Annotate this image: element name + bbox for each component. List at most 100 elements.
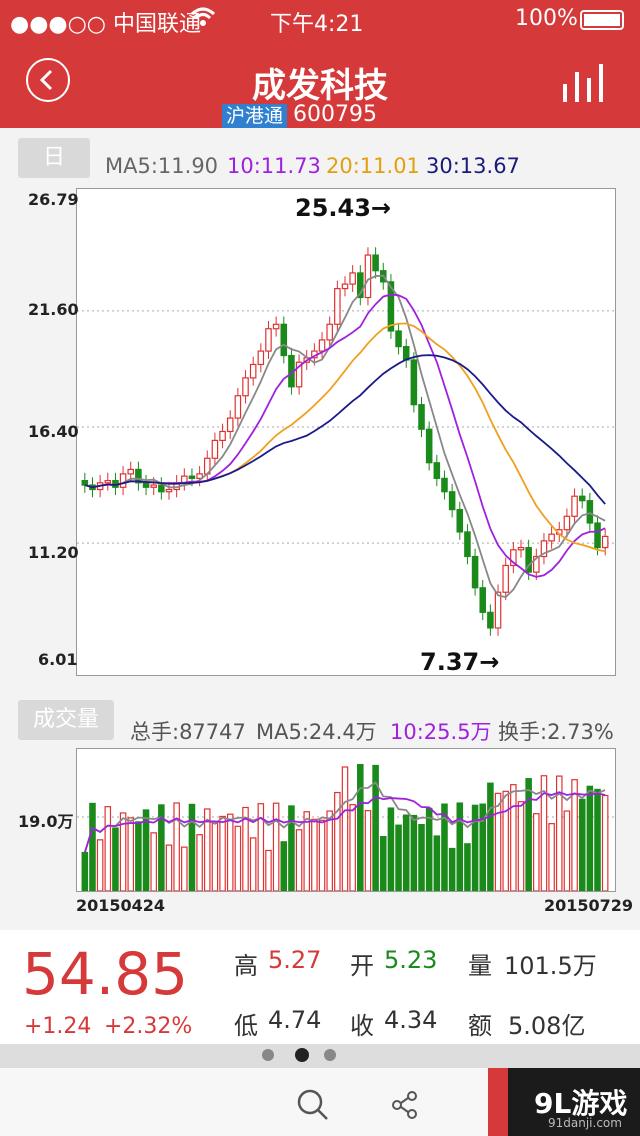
volume-bar [288,805,295,891]
volume-bar [357,763,364,891]
page-dot-active[interactable] [295,1048,309,1062]
y-label: 6.01 [38,650,78,669]
bar-chart-icon [563,64,603,102]
volume-bar [211,822,219,891]
volume-bar [280,841,288,891]
ma-line [84,322,606,553]
volume-bar [127,817,135,891]
candle [533,555,540,573]
volume-bar [502,790,509,891]
page-dot[interactable] [324,1049,336,1061]
back-button[interactable] [26,58,70,102]
high-annotation: 25.43→ [295,194,392,222]
low-value: 4.74 [268,1006,322,1034]
vol-ma5-label: MA5:24.4万 [256,720,377,744]
amount-value: 5.08亿 [508,1012,586,1040]
vol-ma10-label: 10:25.5万 [390,720,492,744]
volume-chart[interactable] [76,748,616,892]
battery-label: 100% [515,6,578,31]
start-date-label: 20150424 [76,896,166,915]
volume-bar [303,811,311,891]
tab-volume[interactable]: 成交量 [18,700,114,740]
volume-bar [173,802,180,891]
chart-menu-button[interactable] [560,62,610,108]
volume-bar [555,775,563,891]
y-label: 21.60 [28,300,79,319]
volume-bar [219,815,226,891]
volume-bar [257,803,265,891]
candle [242,377,249,397]
candle [150,484,157,488]
candle [249,363,257,379]
volume-bar [402,814,410,891]
volume-bar [272,802,280,891]
watermark-brand: 9L游戏 [534,1087,628,1120]
candle [425,428,433,464]
bottom-toolbar: 9L游戏 91danji.com [0,1068,640,1136]
volume-bar [142,809,150,891]
volume-bar [188,803,196,891]
candle [479,587,487,613]
page-title: 成发科技 [252,66,388,106]
volume-bar [510,784,517,891]
volume-bar [334,791,341,891]
y-label: 11.20 [28,543,79,562]
candle [571,495,578,517]
candle [257,350,265,366]
candle [188,475,196,479]
share-icon [392,1091,417,1119]
candle [349,272,356,285]
candle [510,549,517,567]
candle [219,430,226,441]
volume-bar [265,849,272,891]
candle [226,417,234,433]
candle [326,323,333,341]
candle [357,272,364,299]
clock-label: 下午4:21 [270,12,364,37]
candle [158,484,165,493]
candle [418,404,425,430]
volume-bar [586,785,594,891]
candle [487,611,494,629]
open-value: 5.23 [384,946,438,974]
battery-icon [580,10,624,30]
candle [165,488,173,493]
volume-bar [456,802,464,891]
volume-bar [364,810,372,891]
volume-bar [410,814,418,891]
tab-daily[interactable]: 日 [18,138,90,178]
candle [433,462,441,479]
kline-chart[interactable] [76,188,616,676]
volume-bar [533,813,540,891]
ma20-label: 20:11.01 [326,154,420,178]
ma-line [84,354,606,505]
candle [334,287,341,325]
share-button[interactable] [390,1090,420,1124]
ma-line [84,274,606,599]
quote-panel: 54.85 +1.24 +2.32% 高 5.27 开 5.23 量 101.5… [0,930,640,1044]
low-label: 低 [234,1012,258,1040]
candle [211,439,219,459]
candle [295,361,303,388]
candle [563,515,571,531]
volume-bar [226,813,234,891]
volume-bar [135,821,142,891]
header-bar: ●●●○○ 中国联通 下午4:21 100% 成发科技 沪港通 600795 [0,0,640,128]
ma5-label: MA5:11.90 [105,154,219,178]
candle [272,323,280,330]
volume-bar [471,804,479,891]
candle [265,328,272,352]
page-dot[interactable] [262,1049,274,1061]
volume-bar [578,798,586,891]
volume-bar [196,834,203,891]
volume-bar [425,807,433,891]
candle [525,546,532,573]
candle [81,479,89,486]
watermark: 9L游戏 91danji.com [488,1068,640,1136]
price-change-pct: +2.32% [104,1014,193,1039]
volume-bar [234,825,242,891]
volume-bar [594,788,601,891]
search-button[interactable] [296,1088,330,1126]
carrier-label: ●●●○○ 中国联通 [10,12,201,37]
volume-bar [96,839,104,891]
